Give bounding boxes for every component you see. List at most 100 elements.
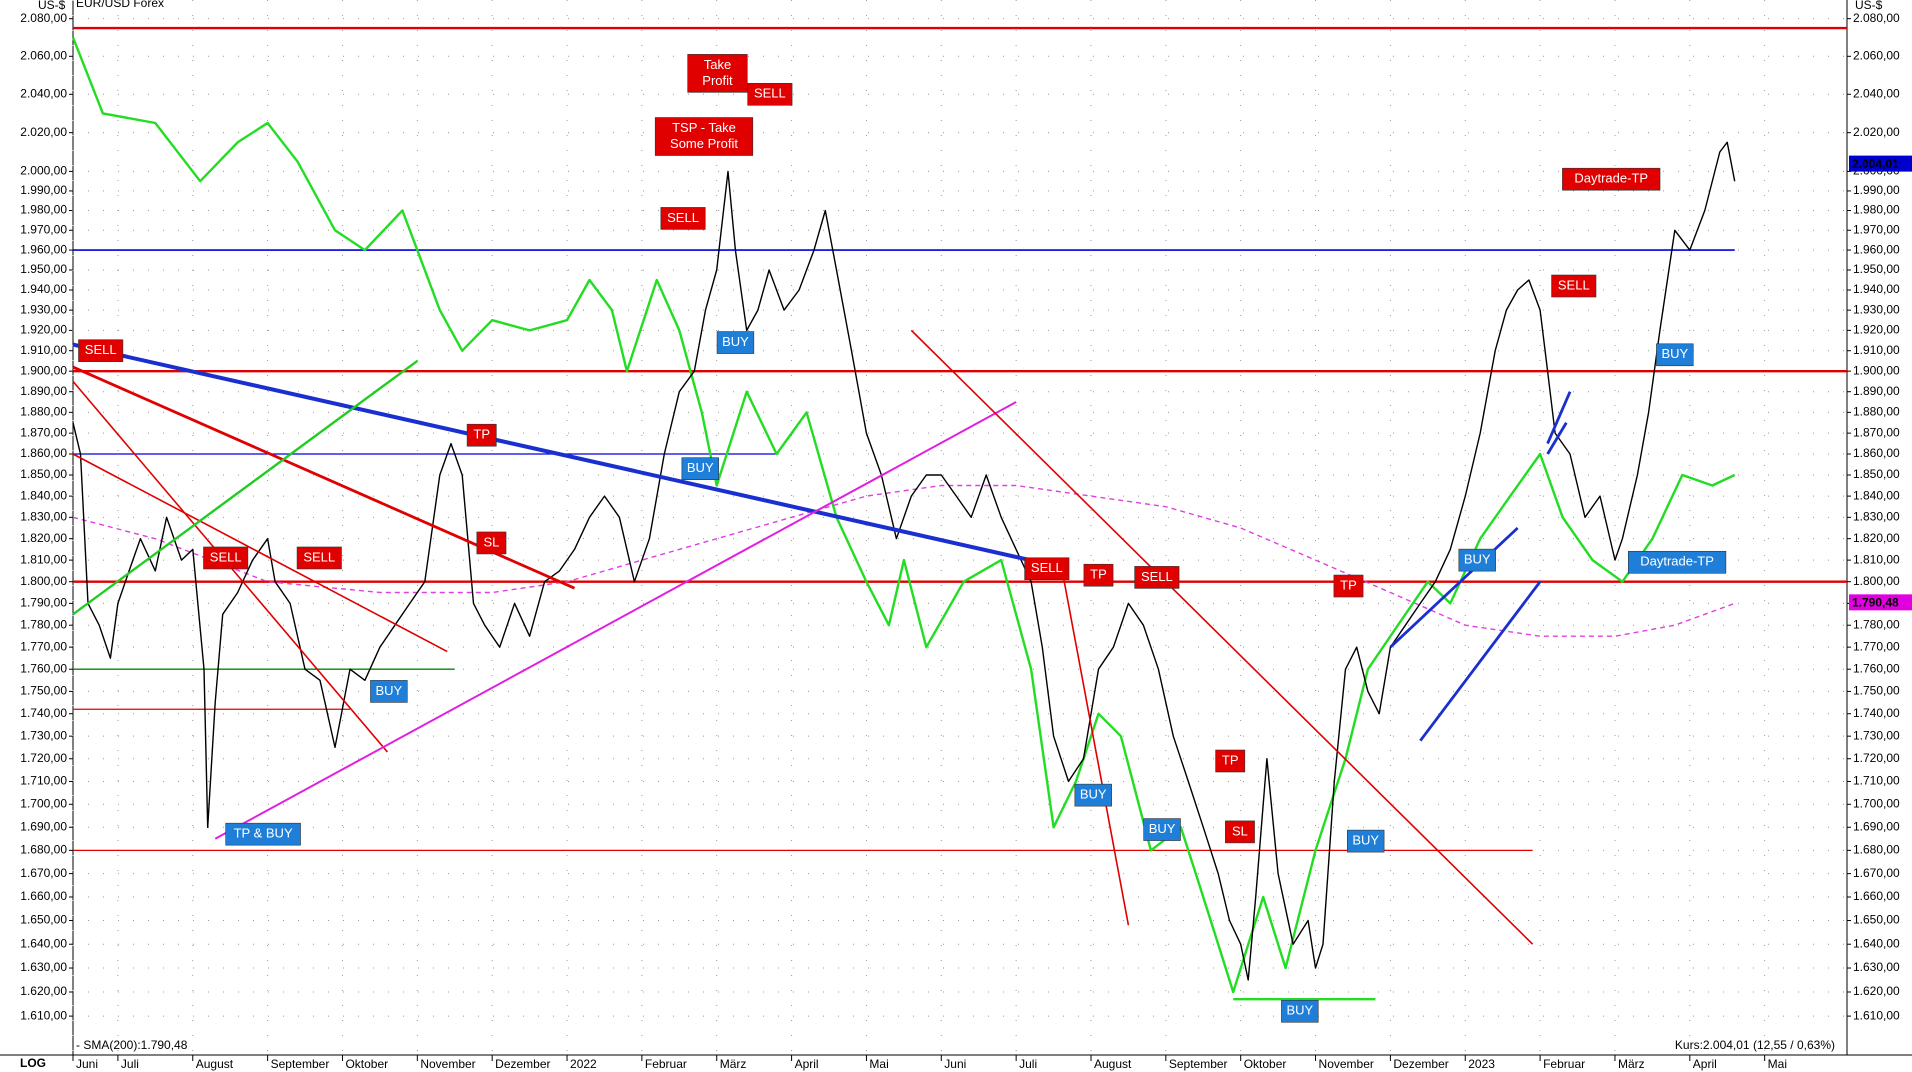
y-tick-label: 1.980,00 [20,203,67,217]
y-tick-label: 1.740,00 [1853,706,1900,720]
y-tick-label: 1.910,00 [1853,343,1900,357]
y-tick-label: 1.740,00 [20,706,67,720]
y-tick-label: 1.890,00 [20,384,67,398]
x-tick-label: August [196,1057,234,1071]
annotation-text: TP & BUY [234,826,293,841]
annotation-text: TP [1340,577,1357,592]
y-tick-label: 1.650,00 [1853,913,1900,927]
y-tick-label: 1.610,00 [20,1008,67,1022]
annotation-text: Profit [702,73,733,88]
y-tick-label: 1.700,00 [20,796,67,810]
x-tick-label: Juli [1019,1057,1037,1071]
y-tick-label: 1.880,00 [1853,405,1900,419]
y-tick-label: 1.810,00 [20,552,67,566]
y-tick-label: 1.930,00 [1853,302,1900,316]
axis-unit-left: US-$ [38,0,66,12]
y-tick-label: 1.730,00 [20,728,67,742]
y-tick-label: 1.760,00 [1853,661,1900,675]
annotation-box [1551,274,1597,298]
x-tick-label: Dezember [1393,1057,1448,1071]
annotation-box [687,54,748,93]
y-tick-label: 1.650,00 [20,913,67,927]
annotation-box [225,822,301,846]
x-tick-label: 2022 [570,1057,597,1071]
annotation-box [1627,550,1727,574]
y-tick-label: 1.680,00 [20,843,67,857]
y-tick-label: 1.720,00 [20,751,67,765]
axis-unit-right: US-$ [1855,0,1883,12]
y-tick-label: 2.040,00 [20,86,67,100]
annotation-text: BUY [1661,346,1688,361]
annotation-text: TP [1090,567,1107,582]
trendline [910,329,1534,945]
trendline [72,453,448,653]
annotation-box [747,82,793,106]
annotation-box [1134,566,1180,589]
annotation-text: BUY [376,683,403,698]
trendline [72,359,419,616]
x-tick-label: Oktober [345,1057,388,1071]
annotation-box [1346,829,1385,853]
annotation-text: SELL [667,210,699,225]
y-tick-label: 2.060,00 [1853,48,1900,62]
annotation-box [1074,783,1112,807]
y-tick-label: 1.820,00 [20,531,67,545]
annotation-text: Take [704,57,731,72]
annotation-text: TSP - Take [672,120,736,135]
y-tick-label: 1.750,00 [1853,684,1900,698]
y-tick-label: 1.730,00 [1853,728,1900,742]
y-tick-label: 1.800,00 [1853,574,1900,588]
annotation-box [681,457,719,480]
y-tick-label: 2.080,00 [20,11,67,25]
annotation-box [1225,820,1255,844]
annotation-box [203,546,249,570]
y-tick-label: 1.940,00 [20,282,67,296]
y-tick-label: 1.940,00 [1853,282,1900,296]
x-tick-label: November [1319,1057,1374,1071]
annotation-text: SL [483,534,499,549]
annotation-text: SELL [210,549,242,564]
y-tick-label: 1.860,00 [1853,446,1900,460]
annotation-text: Daytrade-TP [1640,554,1714,569]
annotation-text: TP [1222,752,1239,767]
legend-entry: - SMA(200):1.790,48 [76,1038,188,1052]
y-tick-label: 1.660,00 [1853,889,1900,903]
y-tick-label: 1.850,00 [20,467,67,481]
y-tick-label: 2.020,00 [1853,125,1900,139]
y-tick-label: 1.690,00 [20,819,67,833]
y-tick-label: 2.080,00 [1853,11,1900,25]
y-tick-label: 1.750,00 [20,684,67,698]
y-tick-label: 1.920,00 [1853,323,1900,337]
annotation-text: BUY [687,460,714,475]
annotation-text: SELL [85,342,117,357]
y-tick-label: 1.830,00 [1853,510,1900,524]
y-tick-label: 2.000,00 [20,164,67,178]
y-tick-label: 1.870,00 [1853,425,1900,439]
x-tick-label: Juli [121,1057,139,1071]
y-tick-label: 1.760,00 [20,661,67,675]
trendline [1389,526,1519,649]
y-tick-label: 1.780,00 [1853,617,1900,631]
legend-entry: EUR/USD Forex [76,0,164,10]
y-tick-label: 1.640,00 [1853,936,1900,950]
y-tick-label: 2.020,00 [20,125,67,139]
y-tick-label: 1.990,00 [1853,183,1900,197]
y-tick-label: 1.990,00 [20,183,67,197]
annotation-text: BUY [722,334,749,349]
annotation-text: Daytrade-TP [1574,171,1648,186]
y-tick-label: 1.640,00 [20,936,67,950]
price-tag [1849,594,1912,611]
y-tick-label: 1.970,00 [20,222,67,236]
annotation-box [716,331,755,354]
y-tick-label: 1.800,00 [20,574,67,588]
trendline [1060,564,1130,926]
y-tick-label: 1.860,00 [20,446,67,460]
trendline [72,342,1069,571]
x-tick-label: März [1618,1057,1645,1071]
annotation-text: TP [473,427,490,442]
y-tick-label: 1.690,00 [1853,819,1900,833]
annotation-box [1656,343,1694,367]
annotation-box [654,117,754,156]
y-tick-label: 1.770,00 [20,639,67,653]
